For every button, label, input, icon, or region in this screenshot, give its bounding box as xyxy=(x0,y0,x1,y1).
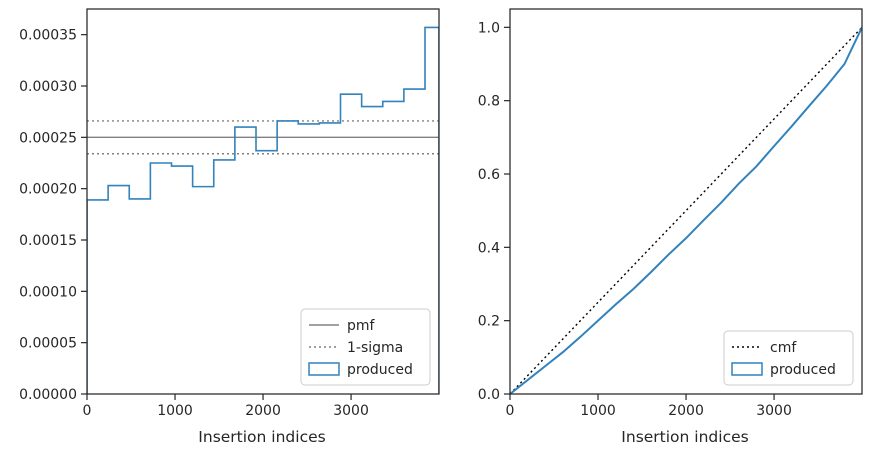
y-tick-label: 0.00030 xyxy=(19,79,77,95)
x-tick-label: 1000 xyxy=(580,403,616,419)
left-plot-area xyxy=(87,26,439,394)
plot-marks xyxy=(87,26,439,394)
y-tick-label: 0.2 xyxy=(478,314,500,330)
right-legend: cmf produced xyxy=(723,330,854,386)
cumulative-produced-line xyxy=(510,26,862,394)
y-tick-label: 0.00000 xyxy=(19,387,77,403)
x-tick-label: 3000 xyxy=(756,403,792,419)
y-tick-label: 0.00005 xyxy=(19,336,77,352)
left-legend: pmf 1-sigma produced xyxy=(300,308,431,386)
histogram-step-produced xyxy=(87,26,439,394)
y-tick-label: 0.00015 xyxy=(19,233,77,249)
right-axes-frame xyxy=(509,8,863,395)
y-tick-label: 0.0 xyxy=(478,387,500,403)
legend-label: pmf xyxy=(347,318,376,334)
left-axes-frame xyxy=(86,8,440,395)
legend-box xyxy=(723,330,854,386)
y-tick-label: 0.00020 xyxy=(19,182,77,198)
left-y-ticks: 0.00000 0.00005 0.00010 0.00015 0.00020 0.000… xyxy=(19,28,87,403)
legend-label: 1-sigma xyxy=(347,340,403,356)
left-x-axis-label: Insertion indices xyxy=(198,428,325,446)
legend-swatch-box xyxy=(731,362,763,376)
legend-box xyxy=(300,308,431,386)
left-panel-histogram: 0 1000 2000 3000 0.000000.000050.000100.000… xyxy=(19,8,440,446)
right-panel-cumulative: 0 1000 2000 3000 0.0 0.2 0.4 0.6 0.8 1.0 Inserti… xyxy=(478,8,863,446)
y-tick-label: 0.00025 xyxy=(19,130,77,146)
legend-label: produced xyxy=(347,362,413,378)
right-x-ticks: 0 1000 2000 3000 xyxy=(506,394,792,419)
y-tick-label: 0.6 xyxy=(478,167,500,183)
right-y-ticks: 0.0 0.2 0.4 0.6 0.8 1.0 xyxy=(478,20,510,403)
x-tick-label: 0 xyxy=(506,403,515,419)
y-tick-label: 1.0 xyxy=(478,20,500,36)
x-tick-label: 0 xyxy=(83,403,92,419)
y-tick-label: 0.8 xyxy=(478,94,500,110)
plot-marks xyxy=(510,26,862,394)
legend-label: cmf xyxy=(770,340,797,356)
legend-label: produced xyxy=(770,362,836,378)
y-tick-label: 0.4 xyxy=(478,240,500,256)
x-tick-label: 3000 xyxy=(333,403,369,419)
right-x-axis-label: Insertion indices xyxy=(621,428,748,446)
x-tick-label: 2000 xyxy=(245,403,281,419)
y-tick-label: 0.00035 xyxy=(19,28,77,44)
left-x-ticks: 0 1000 2000 3000 xyxy=(83,394,369,419)
y-tick-label: 0.00010 xyxy=(19,284,77,300)
x-tick-label: 1000 xyxy=(157,403,193,419)
right-plot-area xyxy=(510,26,862,394)
legend-swatch-box xyxy=(308,362,340,376)
x-tick-label: 2000 xyxy=(668,403,704,419)
